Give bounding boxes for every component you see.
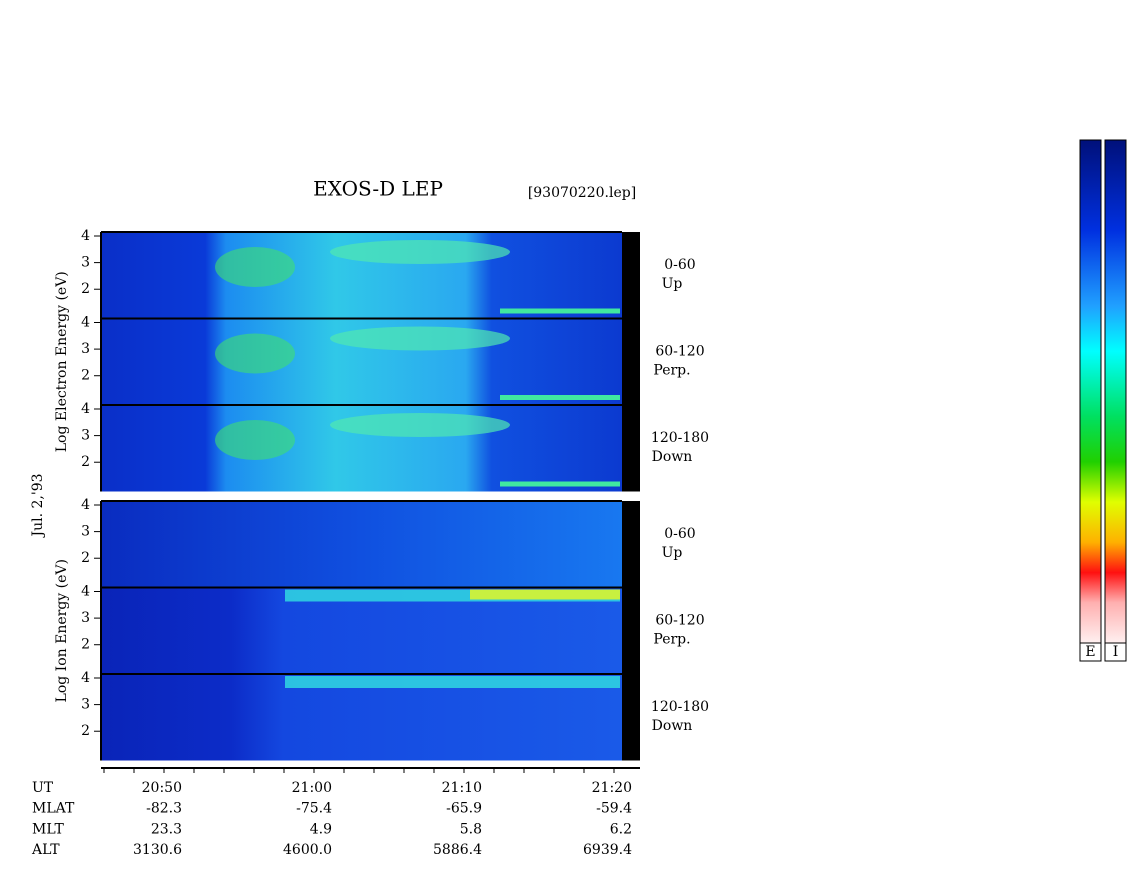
- row-value: 5.8: [460, 821, 482, 837]
- pitch-angle: 120-180: [651, 699, 709, 715]
- flux-feature: [215, 333, 295, 374]
- y-tick-label: 4: [81, 228, 90, 244]
- colorbar: [1104, 139, 1127, 644]
- row-label: UT: [32, 780, 54, 796]
- direction: Up: [662, 276, 683, 292]
- y-tick-label: 2: [81, 550, 90, 566]
- colorbar-label-box: [1079, 642, 1102, 662]
- flux-feature: [285, 676, 620, 688]
- direction: Down: [652, 449, 693, 465]
- flux-feature: [500, 308, 620, 314]
- flux-feature: [330, 413, 510, 437]
- row-value: 6.2: [610, 821, 632, 837]
- flux-feature: [215, 420, 295, 460]
- direction: Perp.: [653, 632, 690, 648]
- y-tick-label: 4: [81, 401, 90, 417]
- title: EXOS-D LEP: [313, 177, 443, 201]
- species-label: Log Ion Energy (eV): [54, 559, 70, 702]
- direction: Down: [652, 718, 693, 734]
- row-value: 6939.4: [583, 842, 632, 858]
- flux-feature: [470, 589, 620, 600]
- flux-feature: [215, 247, 295, 287]
- flux-feature: [330, 240, 510, 264]
- direction: Up: [662, 545, 683, 561]
- pitch-angle: 0-60: [664, 526, 695, 542]
- colorbar-label: E: [1085, 644, 1095, 660]
- data-gap: [622, 501, 640, 761]
- row-label: MLAT: [32, 801, 75, 817]
- flux-feature: [500, 481, 620, 487]
- row-value: 23.3: [151, 821, 182, 837]
- spectrogram-panel: [101, 587, 622, 674]
- y-tick-label: 3: [81, 610, 90, 626]
- y-tick-label: 2: [81, 723, 90, 739]
- y-tick-label: 2: [81, 281, 90, 297]
- row-value: -82.3: [146, 801, 182, 817]
- y-tick-label: 4: [81, 314, 90, 330]
- file-name: [93070220.lep]: [528, 185, 636, 201]
- y-tick-label: 4: [81, 583, 90, 599]
- flux-feature: [330, 326, 510, 351]
- direction: Perp.: [653, 363, 690, 379]
- y-tick-label: 3: [81, 255, 90, 271]
- y-tick-label: 3: [81, 524, 90, 540]
- row-value: 5886.4: [433, 842, 482, 858]
- y-tick-label: 2: [81, 368, 90, 384]
- row-value: 3130.6: [133, 842, 182, 858]
- pitch-angle: 0-60: [664, 257, 695, 273]
- pitch-angle: 60-120: [655, 344, 704, 360]
- row-value: -75.4: [296, 801, 332, 817]
- row-value: 21:10: [442, 780, 482, 796]
- colorbar: [1079, 139, 1102, 644]
- spectrogram-panel: [101, 674, 622, 761]
- species-label: Log Electron Energy (eV): [54, 271, 70, 452]
- row-value: -59.4: [596, 801, 632, 817]
- colorbar-label: I: [1113, 644, 1119, 660]
- y-tick-label: 4: [81, 670, 90, 686]
- row-label: ALT: [31, 842, 60, 858]
- row-value: 4.9: [310, 821, 332, 837]
- flux-feature: [500, 395, 620, 400]
- y-tick-label: 2: [81, 454, 90, 470]
- spectrogram-panel: [101, 501, 622, 588]
- data-gap: [622, 232, 640, 492]
- y-tick-label: 3: [81, 428, 90, 444]
- date-label: Jul. 2,'93: [30, 473, 46, 538]
- row-value: -65.9: [446, 801, 482, 817]
- pitch-angle: 120-180: [651, 430, 709, 446]
- colorbar-label-box: [1104, 642, 1127, 662]
- row-value: 20:50: [142, 780, 182, 796]
- pitch-angle: 60-120: [655, 613, 704, 629]
- row-value: 21:00: [292, 780, 332, 796]
- row-label: MLT: [32, 821, 64, 837]
- row-value: 21:20: [592, 780, 632, 796]
- y-tick-label: 2: [81, 637, 90, 653]
- y-tick-label: 4: [81, 497, 90, 513]
- y-tick-label: 3: [81, 697, 90, 713]
- row-value: 4600.0: [283, 842, 332, 858]
- y-tick-label: 3: [81, 341, 90, 357]
